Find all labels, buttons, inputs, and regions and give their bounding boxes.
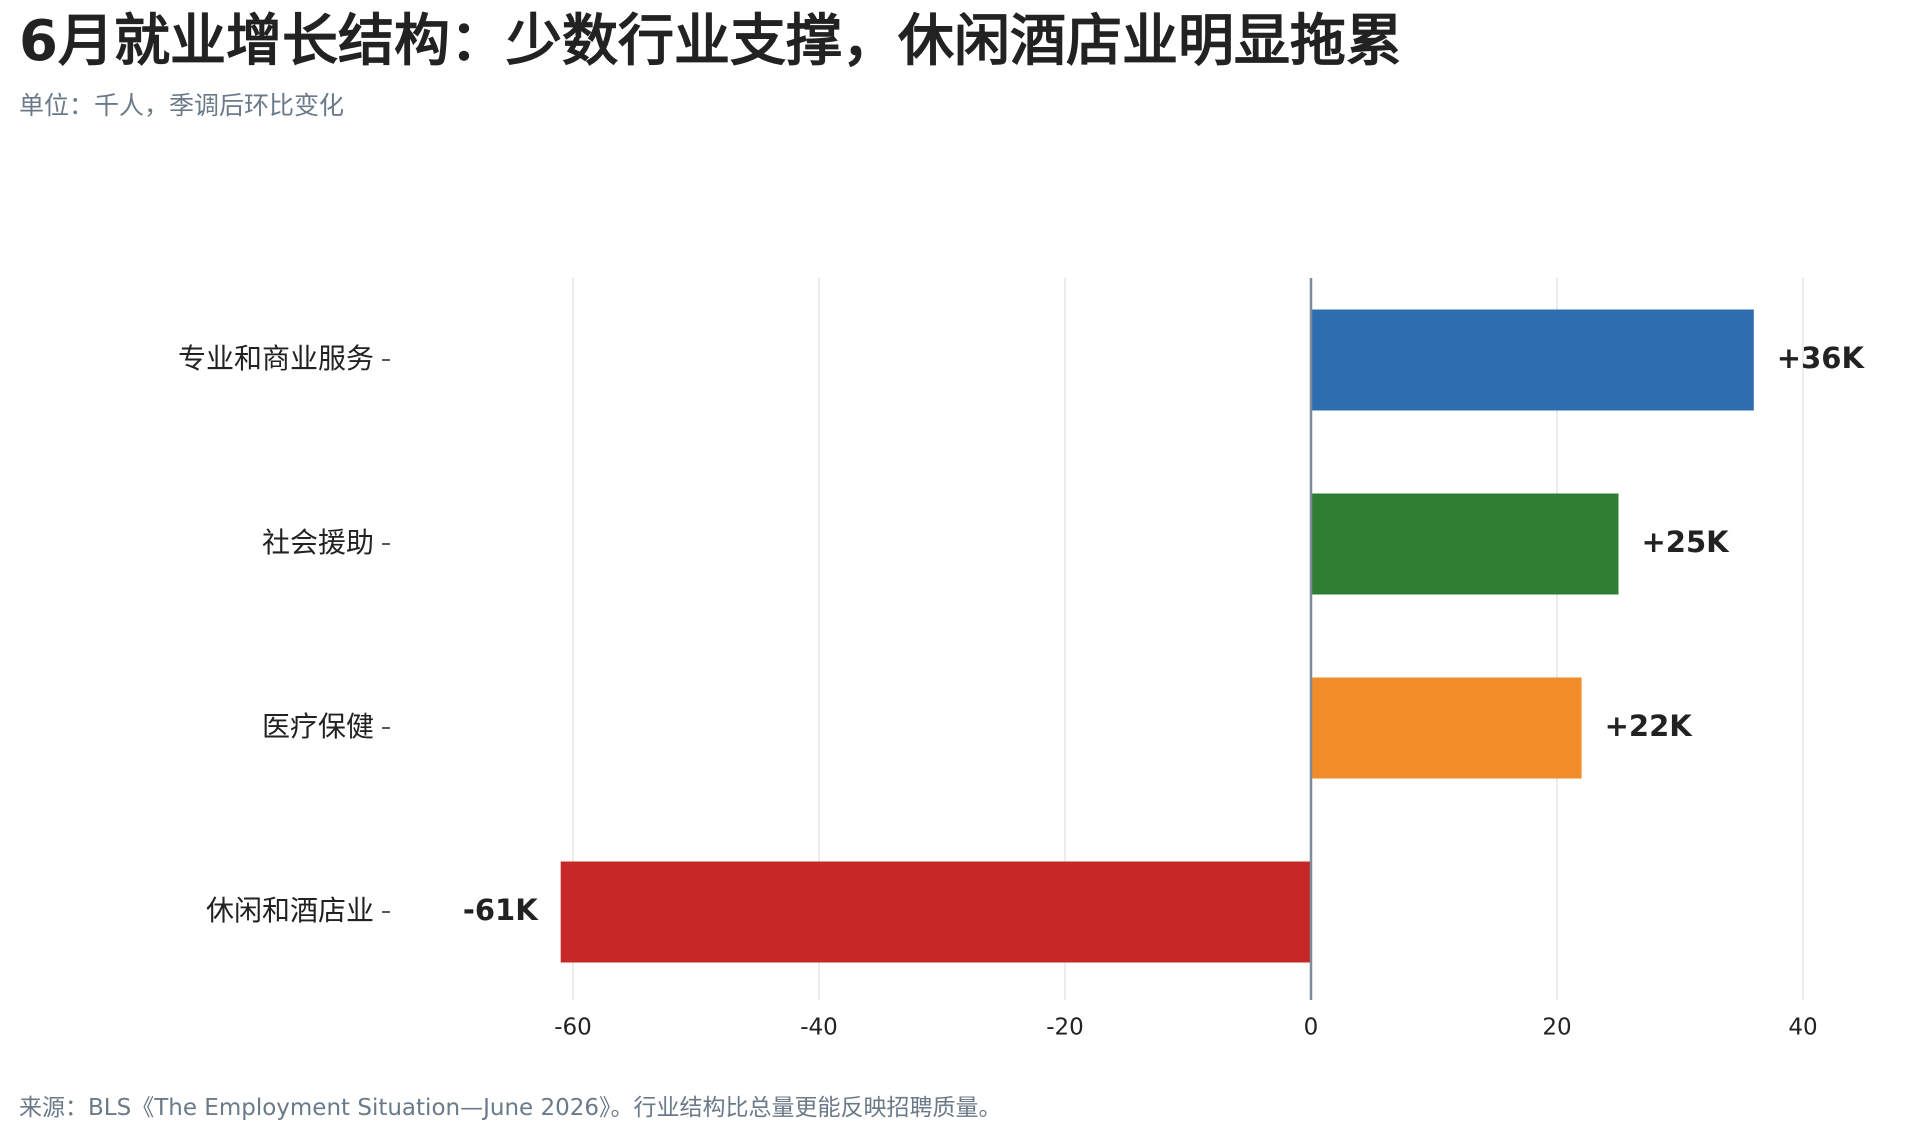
x-tick-label: -60 xyxy=(554,1015,592,1041)
x-tick-label: -40 xyxy=(800,1015,838,1041)
value-labels: +36K +25K +22K -61K xyxy=(463,341,1866,927)
bar xyxy=(560,861,1311,963)
x-tick-label: 20 xyxy=(1542,1015,1571,1041)
source-note: 来源：BLS《The Employment Situation—June 202… xyxy=(19,1095,1002,1121)
value-label: +22K xyxy=(1605,709,1694,743)
category-label: 专业和商业服务 xyxy=(178,342,374,375)
x-tick-label: -20 xyxy=(1046,1015,1084,1041)
value-label: +25K xyxy=(1642,525,1731,559)
value-label: -61K xyxy=(463,893,539,927)
x-tick-label: 40 xyxy=(1788,1015,1817,1041)
chart-title: 6月就业增长结构：少数行业支撑，休闲酒店业明显拖累 xyxy=(19,9,1402,74)
bar xyxy=(1311,677,1582,779)
category-label: 社会援助 xyxy=(262,526,374,559)
chart-subtitle: 单位：千人，季调后环比变化 xyxy=(19,91,345,120)
bar xyxy=(1311,493,1619,595)
value-label: +36K xyxy=(1777,341,1866,375)
category-label: 医疗保健 xyxy=(262,710,374,743)
x-axis-ticks: -60 -40 -20 0 20 40 xyxy=(554,1015,1817,1041)
x-tick-label: 0 xyxy=(1304,1015,1319,1041)
bar xyxy=(1311,309,1754,411)
bars xyxy=(560,309,1754,963)
category-label: 休闲和酒店业 xyxy=(206,894,374,927)
